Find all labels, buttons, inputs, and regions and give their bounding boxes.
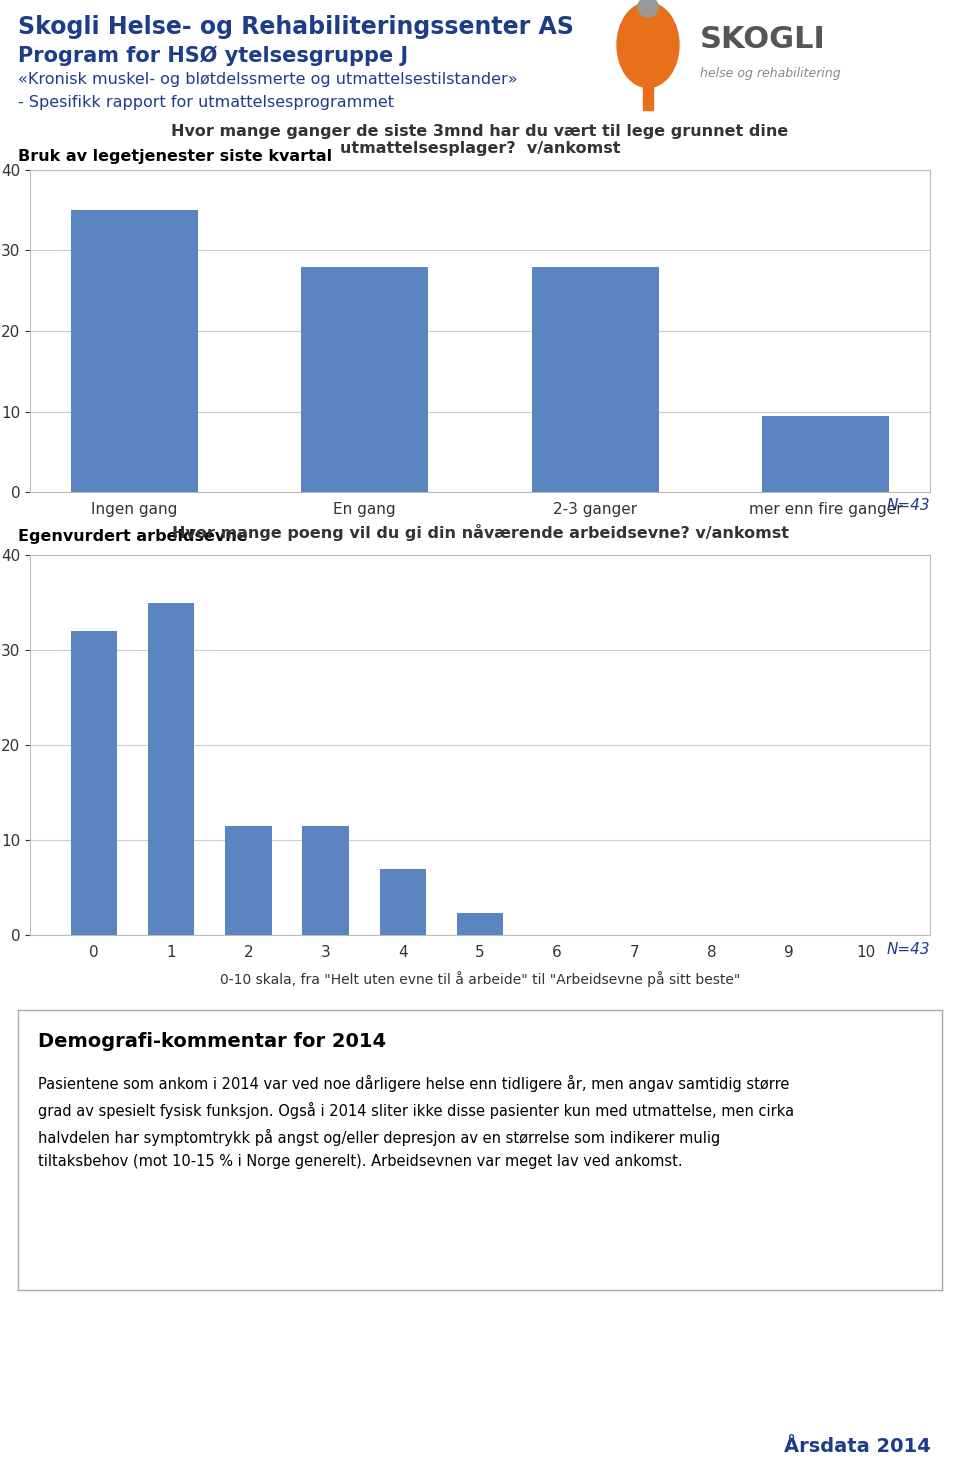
Text: Årsdata 2014: Årsdata 2014 bbox=[784, 1437, 931, 1455]
Bar bbox=[71, 631, 117, 936]
Bar bbox=[532, 266, 659, 491]
Bar bbox=[302, 825, 348, 936]
Text: Demografi-kommentar for 2014: Demografi-kommentar for 2014 bbox=[38, 1033, 386, 1050]
Text: «Kronisk muskel- og bløtdelssmerte og utmattelsestilstander»: «Kronisk muskel- og bløtdelssmerte og ut… bbox=[18, 72, 517, 87]
Bar bbox=[643, 75, 653, 110]
Bar bbox=[379, 868, 426, 936]
Text: - Spesifikk rapport for utmattelsesprogrammet: - Spesifikk rapport for utmattelsesprogr… bbox=[18, 96, 394, 110]
Text: Pasientene som ankom i 2014 var ved noe dårligere helse enn tidligere år, men an: Pasientene som ankom i 2014 var ved noe … bbox=[38, 1075, 794, 1169]
X-axis label: 0-10 skala, fra "Helt uten evne til å arbeide" til "Arbeidsevne på sitt beste": 0-10 skala, fra "Helt uten evne til å ar… bbox=[220, 971, 740, 987]
Text: N=43: N=43 bbox=[886, 497, 930, 512]
Circle shape bbox=[638, 0, 658, 18]
Text: Bruk av legetjenester siste kvartal: Bruk av legetjenester siste kvartal bbox=[18, 150, 332, 165]
Text: helse og rehabilitering: helse og rehabilitering bbox=[700, 66, 841, 79]
Bar bbox=[762, 415, 889, 491]
Bar bbox=[71, 210, 198, 491]
Bar bbox=[301, 266, 428, 491]
Bar bbox=[457, 913, 503, 936]
Text: Program for HSØ ytelsesgruppe J: Program for HSØ ytelsesgruppe J bbox=[18, 46, 408, 66]
Title: Hvor mange poeng vil du gi din nåværende arbeidsevne? v/ankomst: Hvor mange poeng vil du gi din nåværende… bbox=[172, 524, 788, 541]
Text: Egenvurdert arbeidsevne: Egenvurdert arbeidsevne bbox=[18, 530, 248, 544]
Bar bbox=[226, 825, 272, 936]
Bar bbox=[148, 603, 195, 936]
Text: SKOGLI: SKOGLI bbox=[700, 25, 826, 54]
Text: Skogli Helse- og Rehabiliteringssenter AS: Skogli Helse- og Rehabiliteringssenter A… bbox=[18, 15, 574, 40]
Title: Hvor mange ganger de siste 3mnd har du vært til lege grunnet dine
utmattelsespla: Hvor mange ganger de siste 3mnd har du v… bbox=[172, 124, 788, 156]
Ellipse shape bbox=[617, 3, 679, 87]
Text: N=43: N=43 bbox=[886, 941, 930, 956]
